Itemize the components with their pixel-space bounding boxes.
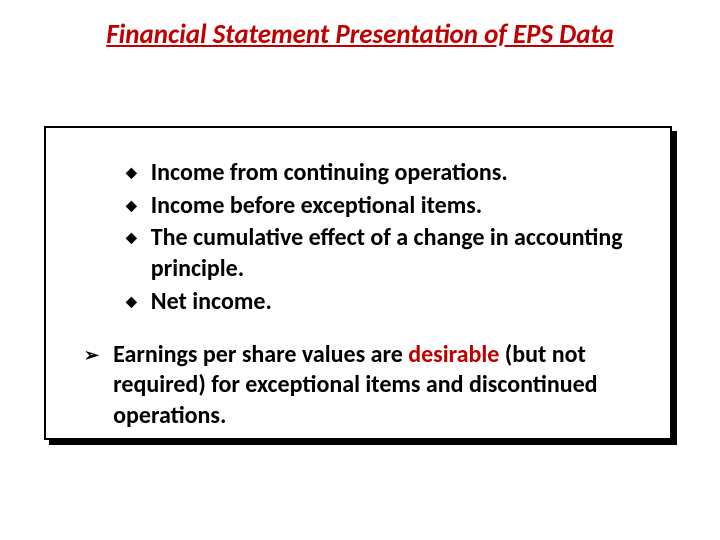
arrow-item: ➢ Earnings per share values are desirabl…: [84, 340, 634, 432]
diamond-icon: ◆: [126, 158, 137, 188]
list-item-text: Income from continuing operations.: [151, 158, 634, 189]
list-item: ◆ The cumulative effect of a change in a…: [126, 223, 634, 284]
diamond-list: ◆ Income from continuing operations. ◆ I…: [126, 158, 634, 318]
diamond-icon: ◆: [126, 287, 137, 317]
page-title: Financial Statement Presentation of EPS …: [0, 18, 720, 51]
list-item-text: Net income.: [151, 287, 634, 318]
arrow-icon: ➢: [84, 340, 99, 370]
list-item-text: Income before exceptional items.: [151, 191, 634, 222]
list-item: ◆ Income before exceptional items.: [126, 191, 634, 222]
arrow-text-highlight: desirable: [408, 340, 499, 369]
list-item: ◆ Income from continuing operations.: [126, 158, 634, 189]
arrow-text-prefix: Earnings per share values are: [113, 340, 408, 369]
list-item-text: The cumulative effect of a change in acc…: [151, 223, 634, 284]
arrow-item-text: Earnings per share values are desirable …: [113, 340, 634, 432]
diamond-icon: ◆: [126, 191, 137, 221]
content-box: ◆ Income from continuing operations. ◆ I…: [44, 126, 672, 440]
list-item: ◆ Net income.: [126, 287, 634, 318]
diamond-icon: ◆: [126, 223, 137, 253]
